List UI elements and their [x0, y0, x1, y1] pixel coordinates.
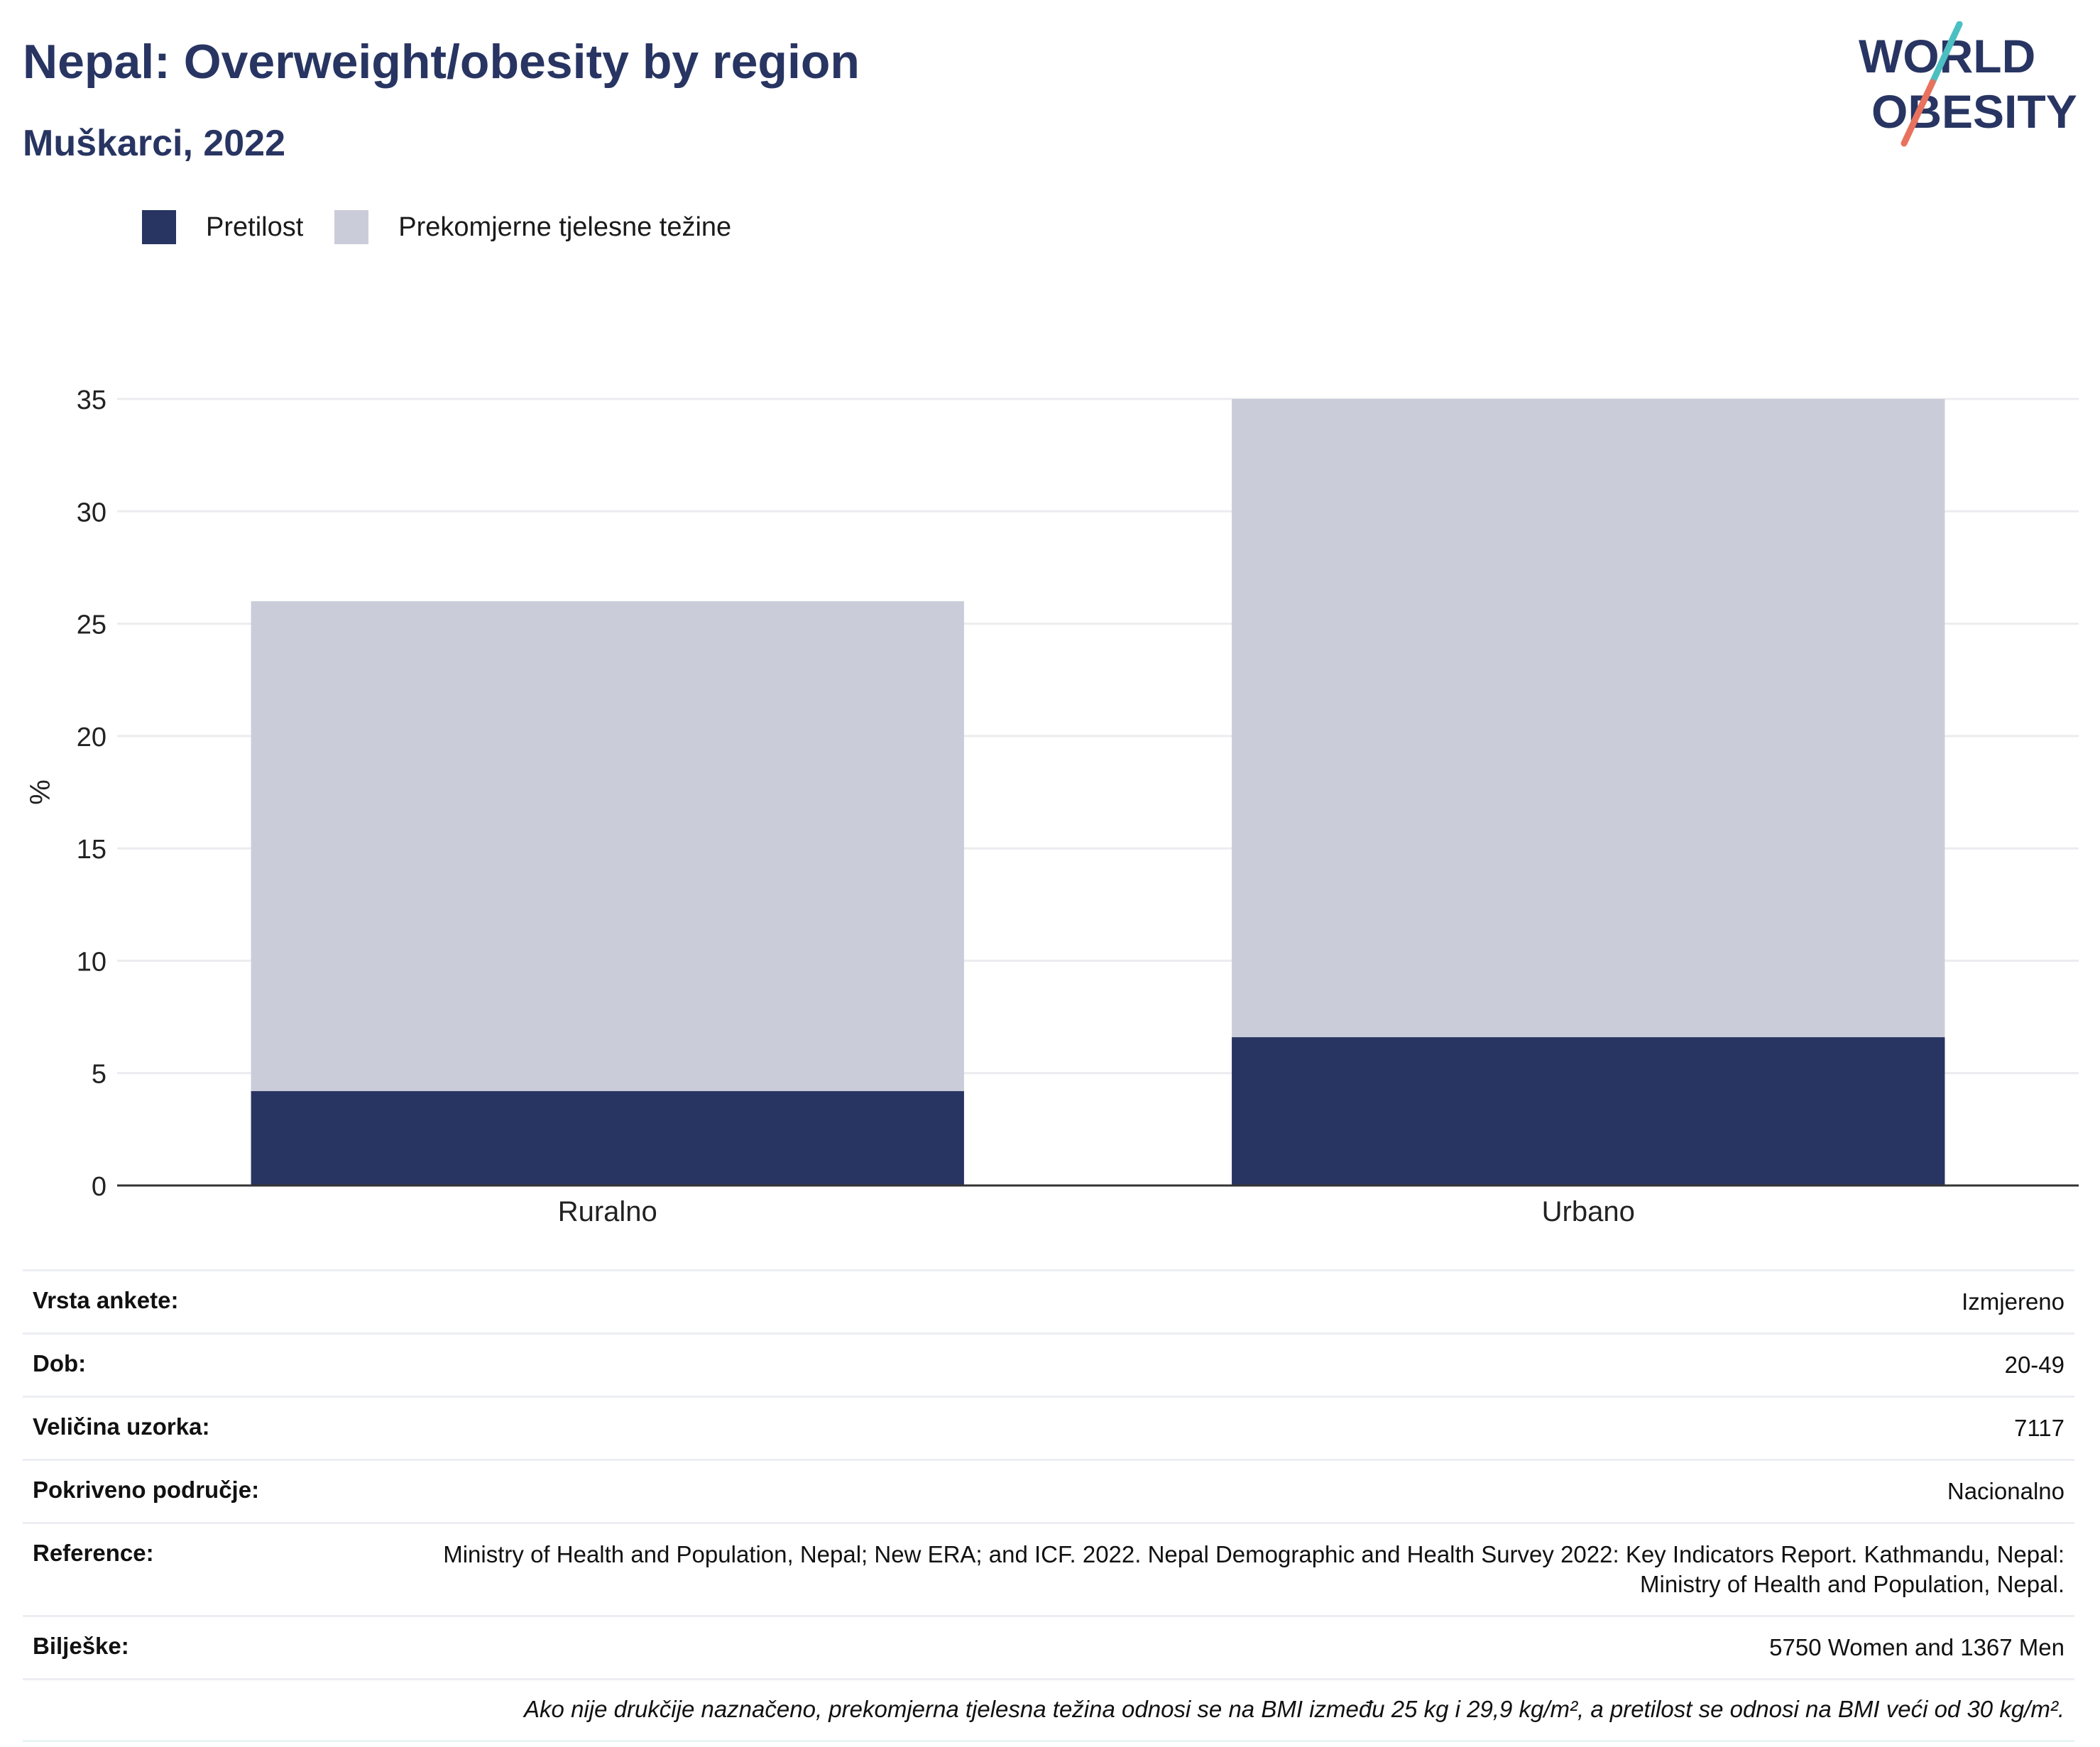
- legend-label-overweight: Prekomjerne tjelesne težine: [398, 212, 732, 242]
- info-key: Dob:: [33, 1350, 87, 1376]
- y-tick-label: 0: [92, 1172, 106, 1202]
- info-value: Izmjereno: [1962, 1288, 2065, 1315]
- x-tick-label: Urbano: [1542, 1196, 1635, 1227]
- bar-overweight[interactable]: [1232, 399, 1945, 1038]
- logo-word-obesity: OBESITY: [1871, 85, 2077, 138]
- footnote: Ako nije drukčije naznačeno, prekomjerna…: [23, 1678, 2074, 1742]
- y-tick-label: 30: [77, 498, 106, 527]
- legend-item-overweight[interactable]: Prekomjerne tjelesne težine: [334, 210, 731, 244]
- info-row: Dob: 20-49: [23, 1332, 2074, 1396]
- logo-slash-top: [1929, 21, 1963, 86]
- chart-legend: Pretilost Prekomjerne tjelesne težine: [142, 210, 762, 244]
- info-row: Vrsta ankete: Izmjereno: [23, 1269, 2074, 1332]
- info-key: Pokriveno područje:: [33, 1477, 260, 1503]
- info-value: 5750 Women and 1367 Men: [1769, 1634, 2065, 1660]
- info-row: Pokriveno područje: Nacionalno: [23, 1459, 2074, 1522]
- legend-swatch-obesity: [142, 210, 176, 244]
- info-row: Reference: Ministry of Health and Populat…: [23, 1522, 2074, 1615]
- info-key: Bilješke:: [33, 1633, 129, 1659]
- info-value: Nacionalno: [1947, 1478, 2065, 1504]
- info-value: 7117: [2014, 1415, 2065, 1441]
- y-tick-label: 5: [92, 1060, 106, 1090]
- legend-swatch-overweight: [334, 210, 369, 244]
- info-value: Ministry of Health and Population, Nepal…: [443, 1541, 2065, 1597]
- bar-chart: 0 5 10 15 20 25 30 35% Ruralno Urbano: [25, 385, 2079, 1227]
- y-tick-label: 10: [77, 947, 106, 977]
- info-rows: Vrsta ankete: Izmjereno Dob: 20-49 Veličina …: [23, 1269, 2074, 1678]
- x-tick-label: Ruralno: [558, 1196, 657, 1227]
- legend-label-obesity: Pretilost: [206, 212, 304, 242]
- info-key: Vrsta ankete:: [33, 1287, 179, 1313]
- logo-slash-bottom: [1901, 79, 1936, 147]
- y-tick-label: 25: [77, 610, 106, 640]
- bar-overweight[interactable]: [251, 601, 964, 1092]
- survey-info-table: Vrsta ankete: Izmjereno Dob: 20-49 Veličina …: [23, 1269, 2074, 1742]
- info-value: 20-49: [2004, 1352, 2065, 1378]
- chart-subtitle: Muškarci, 2022: [23, 123, 286, 164]
- info-row: Veličina uzorka: 7117: [23, 1396, 2074, 1459]
- y-tick-label: 20: [77, 723, 106, 752]
- legend-item-obesity[interactable]: Pretilost: [142, 210, 303, 244]
- y-axis-label: %: [25, 779, 56, 805]
- y-tick-label: 35: [77, 385, 106, 415]
- chart-title: Nepal: Overweight/obesity by region: [23, 35, 860, 89]
- y-tick-label: 15: [77, 835, 106, 865]
- info-key: Reference:: [33, 1540, 154, 1566]
- info-key: Veličina uzorka:: [33, 1413, 210, 1440]
- bar-obesity[interactable]: [1232, 1037, 1945, 1185]
- world-obesity-logo: WORLD OBESITY: [1859, 21, 2077, 147]
- bar-obesity[interactable]: [251, 1091, 964, 1185]
- info-row: Bilješke: 5750 Women and 1367 Men: [23, 1615, 2074, 1678]
